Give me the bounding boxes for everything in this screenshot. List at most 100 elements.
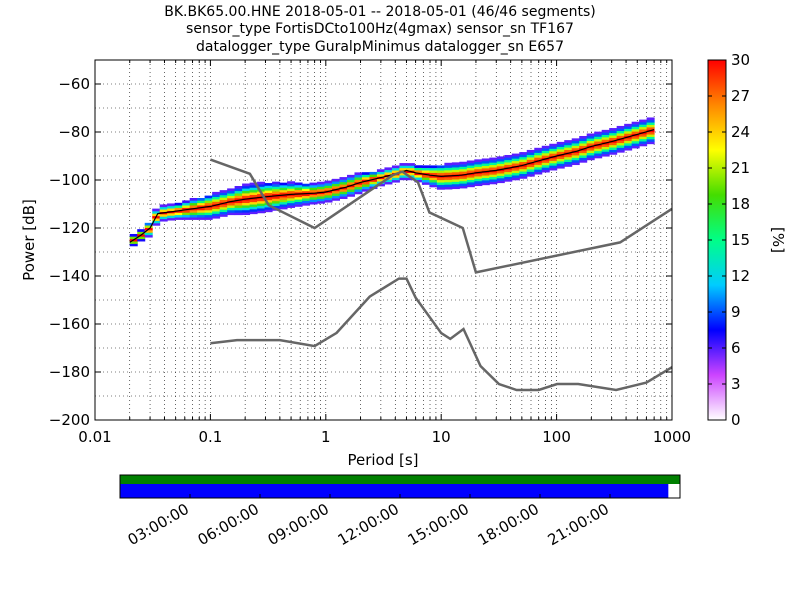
heatmap-cell [519, 152, 528, 155]
heatmap-cell [541, 160, 550, 163]
heatmap-cell [489, 162, 498, 166]
heatmap-cell [279, 189, 288, 193]
heatmap-cell [242, 193, 251, 196]
heatmap-cell [257, 203, 266, 207]
heatmap-cell [526, 171, 535, 175]
heatmap-cell [496, 170, 505, 174]
y-tick-label: −60 [58, 75, 90, 93]
heatmap-cell [564, 159, 573, 163]
heatmap-cell [197, 205, 206, 208]
heatmap-cell [152, 208, 161, 212]
heatmap-cell [646, 139, 655, 142]
heatmap-cell [594, 150, 603, 154]
heatmap-cell [309, 194, 318, 198]
heatmap-cell [429, 170, 438, 173]
heatmap-cell [182, 212, 191, 216]
heatmap-cell [287, 205, 296, 208]
heatmap-cell [489, 179, 498, 182]
heatmap-cell [444, 177, 453, 180]
heatmap-cell [272, 186, 281, 190]
heatmap-cell [594, 148, 603, 152]
heatmap-cell [332, 198, 340, 201]
heatmap-cell [526, 166, 535, 170]
heatmap-cell [197, 198, 206, 201]
heatmap-cell [339, 189, 348, 192]
heatmap-cell [504, 159, 513, 163]
heatmap-cell [631, 131, 640, 135]
heatmap-cell [639, 138, 648, 142]
heatmap-cell [526, 173, 535, 177]
coverage-bars [120, 475, 680, 498]
heatmap-cell [309, 185, 318, 188]
heatmap-cell [511, 160, 520, 164]
heatmap-cell [466, 174, 475, 178]
heatmap-cell [346, 191, 355, 195]
heatmap-cell [549, 150, 558, 154]
heatmap-cell [294, 182, 303, 186]
heatmap-cell [444, 169, 453, 173]
heatmap-cell [646, 122, 655, 125]
heatmap-cell [137, 231, 146, 235]
heatmap-cell [594, 134, 603, 137]
timeline-tick-label: 18:00:00 [475, 500, 542, 549]
heatmap-cell [496, 161, 505, 164]
heatmap-cell [152, 223, 161, 226]
x-tick-label: 0.1 [198, 428, 222, 446]
heatmap-cell [376, 171, 385, 175]
heatmap-cell [519, 159, 528, 162]
heatmap-cell [624, 128, 633, 132]
heatmap-cell [272, 191, 281, 194]
heatmap-cell [571, 147, 580, 151]
heatmap-cell [272, 193, 281, 197]
heatmap-cell [309, 187, 318, 191]
heatmap-cell [451, 164, 460, 168]
heatmap-cell [272, 196, 281, 199]
heatmap-cell [646, 127, 655, 130]
heatmap-cell [219, 194, 228, 198]
heatmap-cell [481, 172, 490, 176]
heatmap-cell [511, 172, 520, 176]
heatmap-cell [249, 201, 258, 205]
heatmap-cell [586, 147, 595, 151]
heatmap-cell [287, 190, 296, 194]
heatmap-cell [324, 195, 333, 198]
heatmap-cell [212, 191, 221, 195]
heatmap-cell [556, 161, 565, 164]
heatmap-cell [579, 143, 588, 146]
heatmap-cell [556, 144, 565, 147]
heatmap-cell [421, 167, 430, 171]
heatmap-cell [182, 200, 191, 204]
heatmap-cell [466, 184, 475, 188]
heatmap-cell [586, 150, 595, 153]
heatmap-cell [227, 202, 236, 206]
heatmap-cell [481, 163, 490, 166]
heatmap-cell [571, 152, 580, 156]
heatmap-cell [586, 152, 595, 156]
heatmap-cell [534, 155, 543, 158]
heatmap-cell [579, 138, 588, 142]
heatmap-cell [227, 212, 236, 216]
heatmap-cell [354, 179, 363, 183]
colorbar-tick-label: 21 [731, 159, 750, 177]
title-line-1: BK.BK65.00.HNE 2018-05-01 -- 2018-05-01 … [164, 4, 595, 20]
heatmap-cell [549, 165, 558, 169]
low-noise-model-line [210, 277, 673, 392]
heatmap-cell [549, 146, 558, 149]
high-noise-model-line [209, 158, 673, 274]
heatmap-cell [219, 211, 228, 215]
heatmap-cell [511, 170, 520, 174]
heatmap-cell [624, 131, 633, 134]
heatmap-cell [609, 149, 618, 153]
heatmap-cell [159, 218, 168, 222]
heatmap-cell [264, 185, 273, 189]
heatmap-cell [459, 176, 468, 179]
heatmap-cell [197, 212, 206, 216]
heatmap-cell [646, 119, 655, 123]
heatmap-cell [609, 142, 618, 146]
heatmap-cell [384, 181, 393, 185]
heatmap-cell [609, 130, 618, 134]
heatmap-cell [279, 201, 288, 205]
heatmap-cell [541, 162, 550, 166]
heatmap-cell [601, 129, 610, 133]
heatmap-cell [631, 140, 640, 144]
